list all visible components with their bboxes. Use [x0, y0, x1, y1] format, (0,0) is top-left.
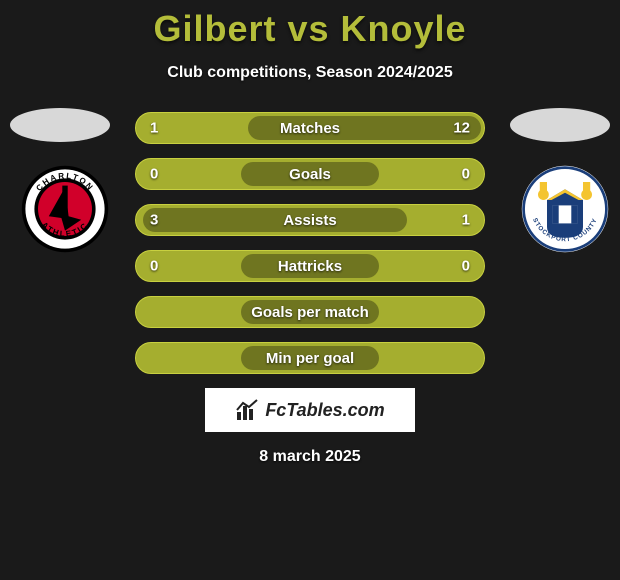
- footer-date: 8 march 2025: [0, 448, 620, 466]
- stat-value-left: 3: [150, 212, 158, 229]
- charlton-badge-icon: CHARLTON ATHLETIC: [20, 164, 110, 254]
- stat-bar: Assists 3 1: [135, 204, 485, 236]
- stat-label: Assists: [283, 212, 336, 229]
- stockport-badge-icon: STOCKPORT COUNTY: [520, 164, 610, 254]
- stat-value-right: 1: [462, 212, 470, 229]
- stat-bar: Matches 1 12: [135, 112, 485, 144]
- stat-value-left: 0: [150, 258, 158, 275]
- stat-label: Matches: [280, 120, 340, 137]
- club-badge-right: STOCKPORT COUNTY: [520, 164, 610, 254]
- stat-label: Goals per match: [251, 304, 369, 321]
- page-title: Gilbert vs Knoyle: [0, 0, 620, 50]
- stat-value-left: 1: [150, 120, 158, 137]
- stat-value-right: 0: [462, 166, 470, 183]
- stat-bar: Min per goal: [135, 342, 485, 374]
- credit-text: FcTables.com: [265, 400, 384, 421]
- stat-value-right: 0: [462, 258, 470, 275]
- bars-icon: [235, 398, 259, 422]
- stat-bars: Matches112Goals00Assists31Hattricks00Goa…: [135, 112, 485, 374]
- stat-value-right: 12: [453, 120, 470, 137]
- club-badge-left: CHARLTON ATHLETIC: [20, 164, 110, 254]
- stat-label: Hattricks: [278, 258, 342, 275]
- stat-value-left: 0: [150, 166, 158, 183]
- stat-label: Goals: [289, 166, 331, 183]
- credit-banner: FcTables.com: [205, 388, 415, 432]
- player-avatar-left: [10, 108, 110, 142]
- page-subtitle: Club competitions, Season 2024/2025: [0, 64, 620, 82]
- stat-bar: Goals 0 0: [135, 158, 485, 190]
- stat-bar: Goals per match: [135, 296, 485, 328]
- stat-bar: Hattricks 0 0: [135, 250, 485, 282]
- stat-bar-inner: [143, 208, 407, 232]
- stat-label: Min per goal: [266, 350, 354, 367]
- comparison-stage: CHARLTON ATHLETIC STOCKPORT COUNTY: [0, 112, 620, 374]
- player-avatar-right: [510, 108, 610, 142]
